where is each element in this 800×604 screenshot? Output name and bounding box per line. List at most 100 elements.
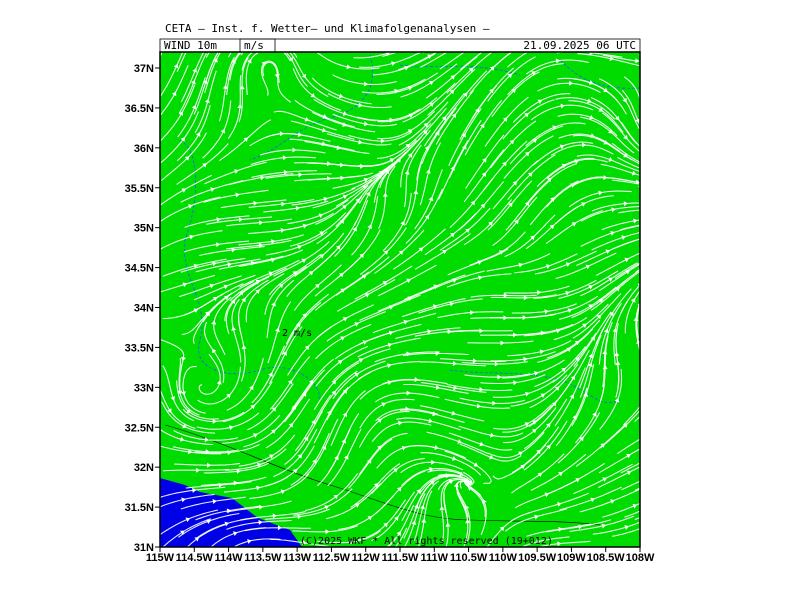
stream-arrow	[269, 39, 273, 44]
stream-arrow	[552, 125, 557, 130]
stream-arrow	[582, 323, 587, 328]
streamline	[160, 84, 196, 141]
stream-arrow	[196, 467, 201, 473]
streamline	[247, 383, 294, 431]
stream-arrow	[675, 451, 680, 456]
stream-arrow	[398, 420, 403, 426]
scale-label: 2 m/s	[282, 328, 312, 339]
stream-arrow	[611, 207, 616, 213]
stream-arrow	[588, 353, 594, 359]
streamline	[435, 89, 475, 145]
streamline	[536, 540, 591, 547]
stream-arrow	[234, 169, 239, 174]
streamline	[596, 252, 640, 276]
streamline	[184, 215, 250, 228]
stream-arrow	[512, 180, 518, 186]
stream-arrow	[315, 283, 320, 289]
stream-arrow	[555, 328, 561, 334]
streamline	[220, 199, 287, 209]
stream-arrow	[540, 393, 546, 398]
streamline	[634, 487, 640, 492]
streamline	[598, 448, 640, 474]
streamline	[398, 101, 449, 146]
stream-arrow	[354, 372, 360, 378]
stream-arrow	[587, 98, 592, 104]
stream-arrow	[469, 310, 475, 316]
stream-arrow	[482, 499, 487, 504]
stream-arrow	[406, 278, 411, 284]
streamline	[226, 358, 264, 411]
stream-arrow	[557, 502, 562, 507]
stream-arrow	[344, 454, 349, 460]
streamline	[329, 38, 393, 48]
stream-arrow	[478, 275, 483, 281]
stream-arrow	[382, 192, 388, 197]
stream-arrow	[277, 525, 282, 531]
stream-arrow	[626, 470, 632, 476]
streamline	[313, 362, 360, 410]
stream-arrow	[524, 151, 530, 157]
streamline	[487, 431, 545, 459]
stream-arrow	[292, 271, 298, 276]
streamline	[281, 301, 322, 356]
stream-arrow	[270, 257, 276, 263]
stream-arrow	[537, 472, 543, 478]
streamline	[372, 312, 437, 334]
streamline	[403, 274, 466, 301]
stream-arrow	[231, 247, 236, 253]
streamline	[183, 240, 250, 253]
stream-arrow	[363, 177, 369, 183]
stream-arrow	[495, 28, 500, 33]
streamline	[371, 491, 415, 542]
streamline	[354, 265, 413, 300]
streamline	[162, 365, 195, 422]
streamline	[377, 110, 436, 140]
streamline	[260, 60, 280, 96]
stream-arrow	[321, 127, 327, 133]
stream-arrow	[223, 284, 229, 290]
stream-arrow	[216, 217, 221, 223]
streamline	[238, 259, 300, 288]
stream-arrow	[635, 58, 640, 64]
stream-arrow	[571, 222, 577, 227]
streamline	[464, 479, 487, 536]
streamline	[206, 216, 272, 225]
streamline	[375, 392, 440, 403]
stream-arrow	[621, 573, 626, 577]
streamline	[290, 432, 330, 486]
stream-arrow	[451, 113, 457, 119]
stream-arrow	[545, 264, 551, 269]
stream-arrow	[227, 450, 232, 456]
streamline	[325, 483, 381, 520]
streamline	[523, 317, 588, 337]
stream-arrow	[288, 422, 294, 428]
wind-background	[160, 52, 640, 547]
stream-arrow	[213, 58, 218, 63]
stream-arrow	[212, 348, 217, 354]
streamline	[313, 220, 357, 272]
lat-label: 31N	[134, 542, 154, 554]
stream-arrow	[387, 363, 392, 369]
stream-arrow	[212, 418, 217, 424]
stream-arrow	[485, 47, 490, 51]
stream-arrow	[337, 360, 343, 365]
stream-arrow	[295, 205, 301, 211]
stream-arrow	[272, 513, 277, 519]
stream-arrow	[490, 432, 495, 438]
stream-arrow	[243, 137, 249, 143]
stream-arrow	[231, 59, 236, 64]
stream-arrow	[342, 389, 348, 395]
stream-arrow	[383, 522, 388, 528]
streamline	[439, 52, 466, 70]
stream-arrow	[271, 239, 276, 245]
streamline	[225, 281, 259, 334]
stream-arrow	[603, 87, 608, 93]
stream-arrow	[189, 234, 194, 240]
stream-arrow	[340, 175, 345, 181]
lat-label: 34N	[134, 303, 154, 315]
streamline	[535, 295, 599, 318]
stream-arrow	[304, 116, 310, 122]
stream-arrow	[192, 68, 198, 73]
stream-arrow	[557, 541, 562, 547]
